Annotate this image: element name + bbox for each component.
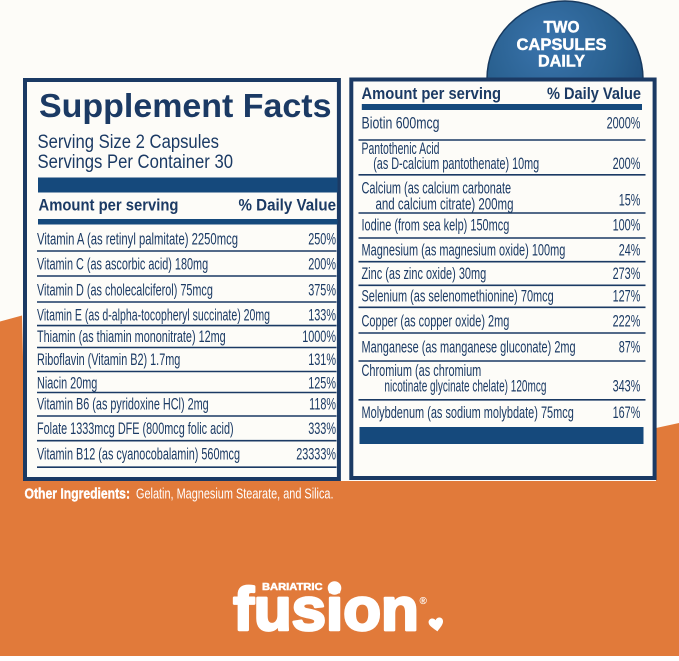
svg-text:nicotinate glycinate chelate): nicotinate glycinate chelate) 120mcg [384,377,546,396]
svg-text:Copper (as copper oxide) 2mg: Copper (as copper oxide) 2mg [362,312,510,331]
svg-text:Molybdenum (as sodium molybdat: Molybdenum (as sodium molybdate) 75mcg [362,403,574,422]
svg-text:Zinc (as zinc oxide) 30mg: Zinc (as zinc oxide) 30mg [362,264,487,283]
svg-text:118%: 118% [309,395,336,414]
svg-text:2000%: 2000% [607,114,641,133]
svg-text:BARIATRIC: BARIATRIC [262,581,323,593]
svg-text:Niacin 20mg: Niacin 20mg [37,374,97,393]
svg-text:23333%: 23333% [296,445,336,464]
svg-text:Manganese (as manganese glucon: Manganese (as manganese gluconate) 2mg [362,337,576,356]
svg-text:343%: 343% [613,377,641,396]
svg-text:Riboflavin (Vitamin B2) 1.7mg: Riboflavin (Vitamin B2) 1.7mg [37,350,180,369]
svg-text:Serving Size 2 Capsules: Serving Size 2 Capsules [38,132,220,153]
svg-text:Calcium (as calcium carbonate: Calcium (as calcium carbonate [362,179,512,198]
svg-text:Biotin 600mcg: Biotin 600mcg [362,114,440,133]
svg-text:Supplement Facts: Supplement Facts [39,87,332,124]
svg-text:Gelatin, Magnesium Stearate, a: Gelatin, Magnesium Stearate, and Silica. [136,487,334,503]
svg-text:% Daily Value: % Daily Value [239,196,337,215]
svg-text:and calcium citrate) 200mg: and calcium citrate) 200mg [376,195,514,214]
svg-text:Vitamin E (as d-alpha-tocopher: Vitamin E (as d-alpha-tocopheryl succina… [37,305,270,324]
svg-text:Vitamin D (as cholecalciferol): Vitamin D (as cholecalciferol) 75mcg [37,280,213,299]
svg-text:Vitamin B6 (as pyridoxine HCl): Vitamin B6 (as pyridoxine HCl) 2mg [37,395,209,414]
svg-text:200%: 200% [613,154,641,173]
svg-text:24%: 24% [619,241,641,260]
svg-text:Thiamin (as thiamin mononitrat: Thiamin (as thiamin mononitrate) 12mg [37,327,226,346]
svg-text:Magnesium (as magnesium oxide): Magnesium (as magnesium oxide) 100mg [362,241,566,260]
svg-text:87%: 87% [619,337,641,356]
svg-text:Chromium (as chromium: Chromium (as chromium [362,361,482,380]
svg-text:131%: 131% [308,350,336,369]
svg-text:TWO: TWO [544,19,580,37]
svg-text:Vitamin B12 (as cyanocobalamin: Vitamin B12 (as cyanocobalamin) 560mcg [37,445,240,464]
svg-text:15%: 15% [619,191,641,210]
svg-text:(as D-calcium pantothenate) 10: (as D-calcium pantothenate) 10mg [373,154,539,173]
svg-text:Selenium (as selenomethionine): Selenium (as selenomethionine) 70mcg [362,287,554,306]
svg-text:127%: 127% [613,287,641,306]
svg-text:Amount per serving: Amount per serving [362,84,502,103]
svg-text:100%: 100% [613,216,641,235]
svg-text:CAPSULES: CAPSULES [517,36,607,54]
svg-text:Amount per serving: Amount per serving [39,196,179,215]
svg-text:222%: 222% [613,312,641,331]
svg-text:Pantothenic Acid: Pantothenic Acid [362,139,440,158]
svg-text:273%: 273% [613,264,641,283]
svg-text:DAILY: DAILY [538,52,585,70]
svg-text:Folate 1333mcg DFE (800mcg fol: Folate 1333mcg DFE (800mcg folic acid) [37,419,234,438]
svg-text:Vitamin C (as ascorbic acid) 1: Vitamin C (as ascorbic acid) 180mg [37,255,208,274]
svg-text:1000%: 1000% [302,327,336,346]
svg-text:125%: 125% [308,374,336,393]
svg-text:333%: 333% [308,419,336,438]
svg-text:Servings Per Container 30: Servings Per Container 30 [38,152,234,173]
svg-text:250%: 250% [308,230,336,249]
svg-text:133%: 133% [308,305,336,324]
svg-text:167%: 167% [613,403,641,422]
svg-text:% Daily Value: % Daily Value [547,84,641,103]
svg-text:Vitamin A (as retinyl palmitat: Vitamin A (as retinyl palmitate) 2250mcg [37,230,238,249]
svg-text:®: ® [420,596,428,607]
svg-text:Iodine (from sea kelp) 150mcg: Iodine (from sea kelp) 150mcg [362,216,510,235]
svg-text:200%: 200% [308,255,336,274]
svg-text:375%: 375% [308,280,336,299]
svg-text:Other Ingredients:: Other Ingredients: [25,487,131,503]
svg-text:fusion: fusion [233,576,418,643]
